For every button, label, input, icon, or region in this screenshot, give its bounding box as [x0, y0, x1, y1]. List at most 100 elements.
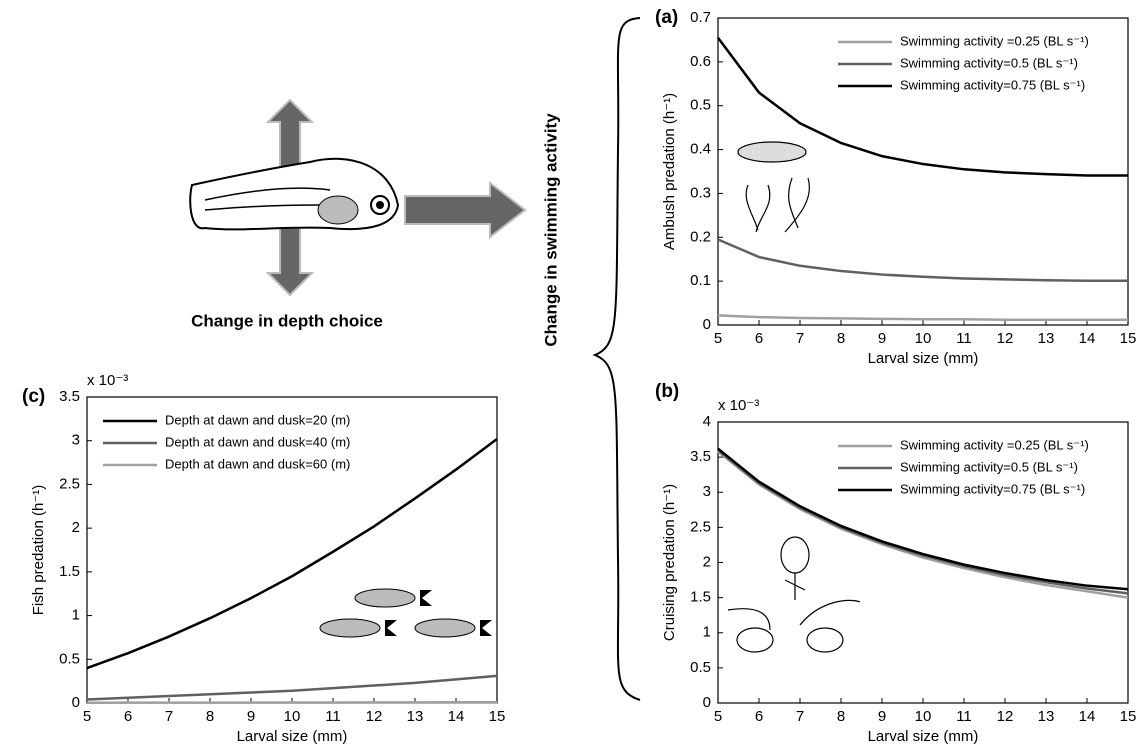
- y-tick-label: 0.5: [690, 659, 711, 676]
- shrimp-1: [736, 627, 774, 653]
- y-tick-label: 0.5: [690, 97, 711, 114]
- x-tick-label: 11: [956, 330, 972, 347]
- y-tick-label: 2: [703, 553, 711, 570]
- depth-label: Change in depth choice: [191, 311, 383, 330]
- fish-2-tail: [385, 620, 397, 636]
- x-tick-label: 10: [915, 330, 932, 347]
- legend: Swimming activity =0.25 (BL s⁻¹) Swimming…: [830, 26, 1120, 102]
- legend-label: Swimming activity =0.25 (BL s⁻¹): [900, 437, 1089, 452]
- arrow-down: [265, 227, 315, 297]
- y-tick-label: 0.3: [690, 184, 711, 201]
- x-tick-label: 15: [489, 708, 506, 725]
- x-tick-label: 13: [407, 708, 424, 725]
- fish-1: [354, 588, 416, 608]
- cruising-predator-body: [784, 573, 806, 600]
- y-tick-label: 0: [703, 316, 711, 333]
- fish-1-tail: [420, 590, 432, 606]
- fish-icons: [319, 588, 492, 638]
- x-axis-label: Larval size (mm): [237, 728, 348, 745]
- shrimp-2: [806, 627, 844, 653]
- x-tick-label: 13: [1038, 708, 1055, 725]
- x-tick-label: 10: [284, 708, 301, 725]
- x-tick-label: 6: [755, 330, 763, 347]
- y-tick-label: 0.2: [690, 228, 711, 245]
- larva-diagram: Change in depth choice Change in swimmin…: [189, 17, 641, 701]
- x-tick-label: 7: [165, 708, 173, 725]
- x-tick-label: 6: [755, 708, 763, 725]
- x-tick-label: 6: [124, 708, 132, 725]
- y-tick-label: 2.5: [690, 518, 711, 535]
- legend-label: Swimming activity=0.75 (BL s⁻¹): [900, 77, 1085, 92]
- y-axis-label: Cruising predation (h⁻¹): [661, 484, 678, 641]
- axis-multiplier: x 10⁻³: [718, 397, 759, 414]
- x-axis-label: Larval size (mm): [868, 350, 979, 367]
- x-tick-label: 7: [796, 330, 804, 347]
- y-tick-label: 3.5: [59, 388, 80, 405]
- ambush-predator: [737, 141, 807, 163]
- larva-pupil: [376, 201, 384, 209]
- y-tick-label: 1: [703, 624, 711, 641]
- chart: 0 0.5 1 1.5 2 2.5 3 3.5 4 5 6 7 8 9 10 11 12 13 14 15 Larval…: [655, 381, 1136, 745]
- y-tick-label: 0.6: [690, 53, 711, 70]
- series-line: [717, 314, 1128, 321]
- larva-gut: [317, 195, 359, 225]
- y-tick-label: 0: [703, 694, 711, 711]
- x-tick-label: 8: [837, 330, 845, 347]
- larva-body: [204, 187, 331, 211]
- larva: [189, 157, 400, 231]
- x-tick-label: 8: [837, 708, 845, 725]
- x-tick-label: 13: [1038, 330, 1055, 347]
- series-line: [717, 447, 1129, 591]
- panel-label: (c): [22, 386, 45, 407]
- legend-label: Depth at dawn and dusk=40 (m): [165, 434, 350, 449]
- y-tick-label: 1.5: [59, 563, 80, 580]
- legend-label: Swimming activity =0.25 (BL s⁻¹): [900, 33, 1089, 48]
- x-tick-label: 11: [956, 708, 972, 725]
- y-tick-label: 2: [72, 519, 80, 536]
- x-tick-label: 8: [206, 708, 214, 725]
- x-tick-label: 5: [83, 708, 91, 725]
- y-tick-label: 1: [72, 607, 80, 624]
- legend-label: Swimming activity=0.5 (BL s⁻¹): [900, 459, 1078, 474]
- x-tick-label: 5: [714, 330, 722, 347]
- panel-label: (a): [655, 7, 678, 28]
- x-tick-label: 5: [714, 708, 722, 725]
- x-tick-label: 12: [366, 708, 383, 725]
- arrow-up: [265, 98, 315, 169]
- x-tick-label: 15: [1120, 330, 1137, 347]
- x-tick-label: 15: [1120, 708, 1137, 725]
- series-line: [86, 437, 498, 670]
- x-tick-label: 12: [997, 708, 1014, 725]
- x-tick-label: 9: [247, 708, 255, 725]
- swimming-label: Change in swimming activity: [541, 113, 560, 347]
- panel-label: (b): [655, 381, 679, 402]
- legend: Swimming activity =0.25 (BL s⁻¹) Swimming…: [830, 430, 1120, 506]
- x-tick-label: 14: [448, 708, 465, 725]
- arrow-right: [404, 180, 527, 240]
- legend-label: Swimming activity=0.5 (BL s⁻¹): [900, 55, 1078, 70]
- fish-3-tail: [480, 620, 492, 636]
- chart: 0 0.5 1 1.5 2 2.5 3 3.5 5 6 7 8 9 10 11 12 13 14 15 Larval …: [22, 372, 505, 745]
- y-tick-label: 0.7: [690, 9, 711, 26]
- shrimp-antennae: [727, 599, 861, 631]
- legend-label: Depth at dawn and dusk=60 (m): [165, 456, 350, 471]
- y-tick-label: 0.5: [59, 650, 80, 667]
- x-axis-label: Larval size (mm): [868, 728, 979, 745]
- series-line: [86, 674, 498, 701]
- y-axis-label: Fish predation (h⁻¹): [30, 485, 47, 615]
- x-tick-label: 10: [915, 708, 932, 725]
- fish-2: [319, 618, 381, 638]
- fish-3: [414, 618, 476, 638]
- y-tick-label: 0.4: [690, 141, 711, 158]
- y-tick-label: 3.5: [690, 448, 711, 465]
- y-tick-label: 3: [72, 432, 80, 449]
- x-tick-label: 9: [878, 330, 886, 347]
- x-tick-label: 12: [997, 330, 1014, 347]
- x-tick-label: 14: [1079, 330, 1096, 347]
- y-tick-label: 0.1: [690, 272, 711, 289]
- series-line: [717, 238, 1128, 282]
- axis-multiplier: x 10⁻³: [87, 372, 128, 389]
- y-tick-label: 4: [703, 413, 711, 430]
- legend-label: Depth at dawn and dusk=20 (m): [165, 412, 350, 427]
